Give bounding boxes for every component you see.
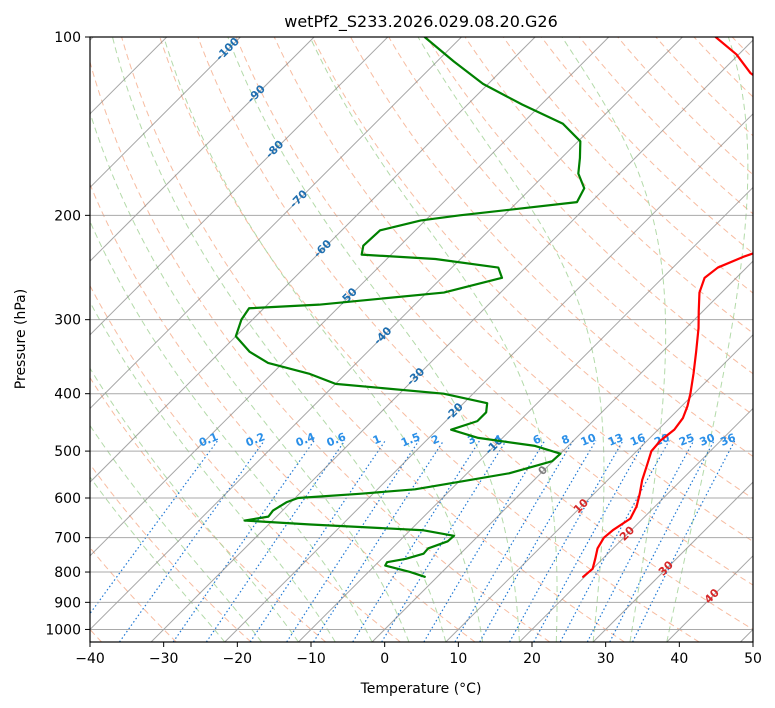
isotherm-line xyxy=(90,37,683,631)
x-axis-title: Temperature (°C) xyxy=(360,681,482,697)
mixing-ratio-label: 36 xyxy=(718,431,737,449)
dry-adiabat xyxy=(121,37,625,642)
isotherm-line xyxy=(90,37,315,262)
mixing-ratio-label: 30 xyxy=(698,431,717,449)
dry-adiabat xyxy=(311,37,753,500)
moist-adiabat xyxy=(90,301,336,642)
y-axis: 100 200 300 400 500 600 700 800 900 1000 xyxy=(45,30,90,638)
y-axis-title: Pressure (hPa) xyxy=(13,289,29,389)
y-tick-label: 900 xyxy=(54,595,81,611)
mixing-ratio-label: 16 xyxy=(628,431,647,449)
x-tick-label: −10 xyxy=(296,651,326,667)
mixing-ratio-line xyxy=(313,440,445,642)
mixing-ratio-line xyxy=(205,440,346,642)
dry-adiabat xyxy=(90,463,252,642)
isotherm-line xyxy=(150,39,753,642)
isotherm-line xyxy=(90,37,610,557)
dry-adiabat xyxy=(197,37,753,631)
mixing-ratio-line xyxy=(423,440,546,642)
moist-adiabat xyxy=(309,37,558,642)
moist-adiabat xyxy=(417,37,605,642)
mixing-ratio-label: 10 xyxy=(579,431,598,449)
x-tick-label: −30 xyxy=(149,651,179,667)
isotherm-line xyxy=(90,37,536,483)
dry-adiabat xyxy=(235,37,753,586)
y-tick-label: 500 xyxy=(54,444,81,460)
isotherm-line xyxy=(298,186,753,642)
y-tick-label: 600 xyxy=(54,491,81,507)
mixing-ratio-line xyxy=(559,440,670,642)
mixing-ratio-line xyxy=(509,440,624,642)
x-tick-label: 30 xyxy=(597,651,615,667)
mixing-ratio-line xyxy=(454,440,574,642)
x-tick-label: −40 xyxy=(75,651,105,667)
temperature-profile xyxy=(582,37,753,578)
mixing-ratio-line xyxy=(119,440,265,642)
moist-adiabat xyxy=(561,37,667,642)
dewpoint-profile xyxy=(234,37,586,578)
mixing-ratio-line xyxy=(352,440,481,642)
y-tick-label: 1000 xyxy=(45,622,81,638)
y-tick-label: 200 xyxy=(54,208,81,224)
y-tick-label: 400 xyxy=(54,387,81,403)
isotherm-line xyxy=(519,407,753,642)
y-tick-label: 300 xyxy=(54,313,81,329)
moist-adiabat xyxy=(111,37,447,642)
background-lines xyxy=(90,37,753,642)
moist-adiabat xyxy=(90,220,373,642)
dry-adiabat xyxy=(273,37,753,543)
x-tick-label: 0 xyxy=(380,651,389,667)
mixing-ratio-line xyxy=(286,440,420,642)
mixing-ratio-label: 25 xyxy=(677,431,696,449)
moist-adiabat xyxy=(90,424,263,642)
isotherm-line xyxy=(445,334,753,642)
y-tick-label: 100 xyxy=(54,30,81,46)
isotherm-line xyxy=(224,113,753,642)
x-tick-label: 40 xyxy=(670,651,688,667)
mixing-ratio-label: 13 xyxy=(606,431,625,449)
isotherm-line xyxy=(592,481,753,642)
x-tick-label: 50 xyxy=(744,651,762,667)
dry-adiabat xyxy=(90,60,551,642)
x-tick-label: −20 xyxy=(223,651,253,667)
mixing-ratio-line xyxy=(172,440,315,642)
mixing-ratio-line xyxy=(533,440,646,642)
moist-adiabat xyxy=(666,37,749,642)
chart-title: wetPf2_S233.2026.029.08.20.G26 xyxy=(284,12,558,32)
isotherm-line xyxy=(90,37,241,189)
mixing-ratio-label: 8 xyxy=(560,432,572,447)
isotherm-line xyxy=(371,260,753,642)
isotherm-line xyxy=(90,37,389,336)
mixing-ratio-label: 3 xyxy=(466,432,478,447)
mixing-ratio-label: 2 xyxy=(429,432,441,447)
x-tick-label: 10 xyxy=(449,651,467,667)
isotherm-line xyxy=(90,37,462,410)
plot-frame xyxy=(89,36,754,643)
mixing-ratio-label: 1 xyxy=(371,432,383,447)
x-axis: −40 −30 −20 −10 0 10 20 30 40 50 xyxy=(75,642,762,667)
mixing-ratio-line xyxy=(90,440,219,615)
sounding-profiles xyxy=(234,37,753,578)
y-tick-label: 800 xyxy=(54,565,81,581)
mixing-ratio-line xyxy=(249,440,386,642)
x-tick-label: 20 xyxy=(523,651,541,667)
mixing-ratio-line xyxy=(632,440,736,642)
moist-adiabat xyxy=(90,476,226,642)
moist-adiabat xyxy=(90,111,410,642)
dry-adiabat xyxy=(502,37,753,294)
moist-adiabat xyxy=(227,37,520,642)
dry-adiabat xyxy=(90,376,326,642)
y-tick-label: 700 xyxy=(54,531,81,547)
dry-adiabat xyxy=(159,37,700,642)
